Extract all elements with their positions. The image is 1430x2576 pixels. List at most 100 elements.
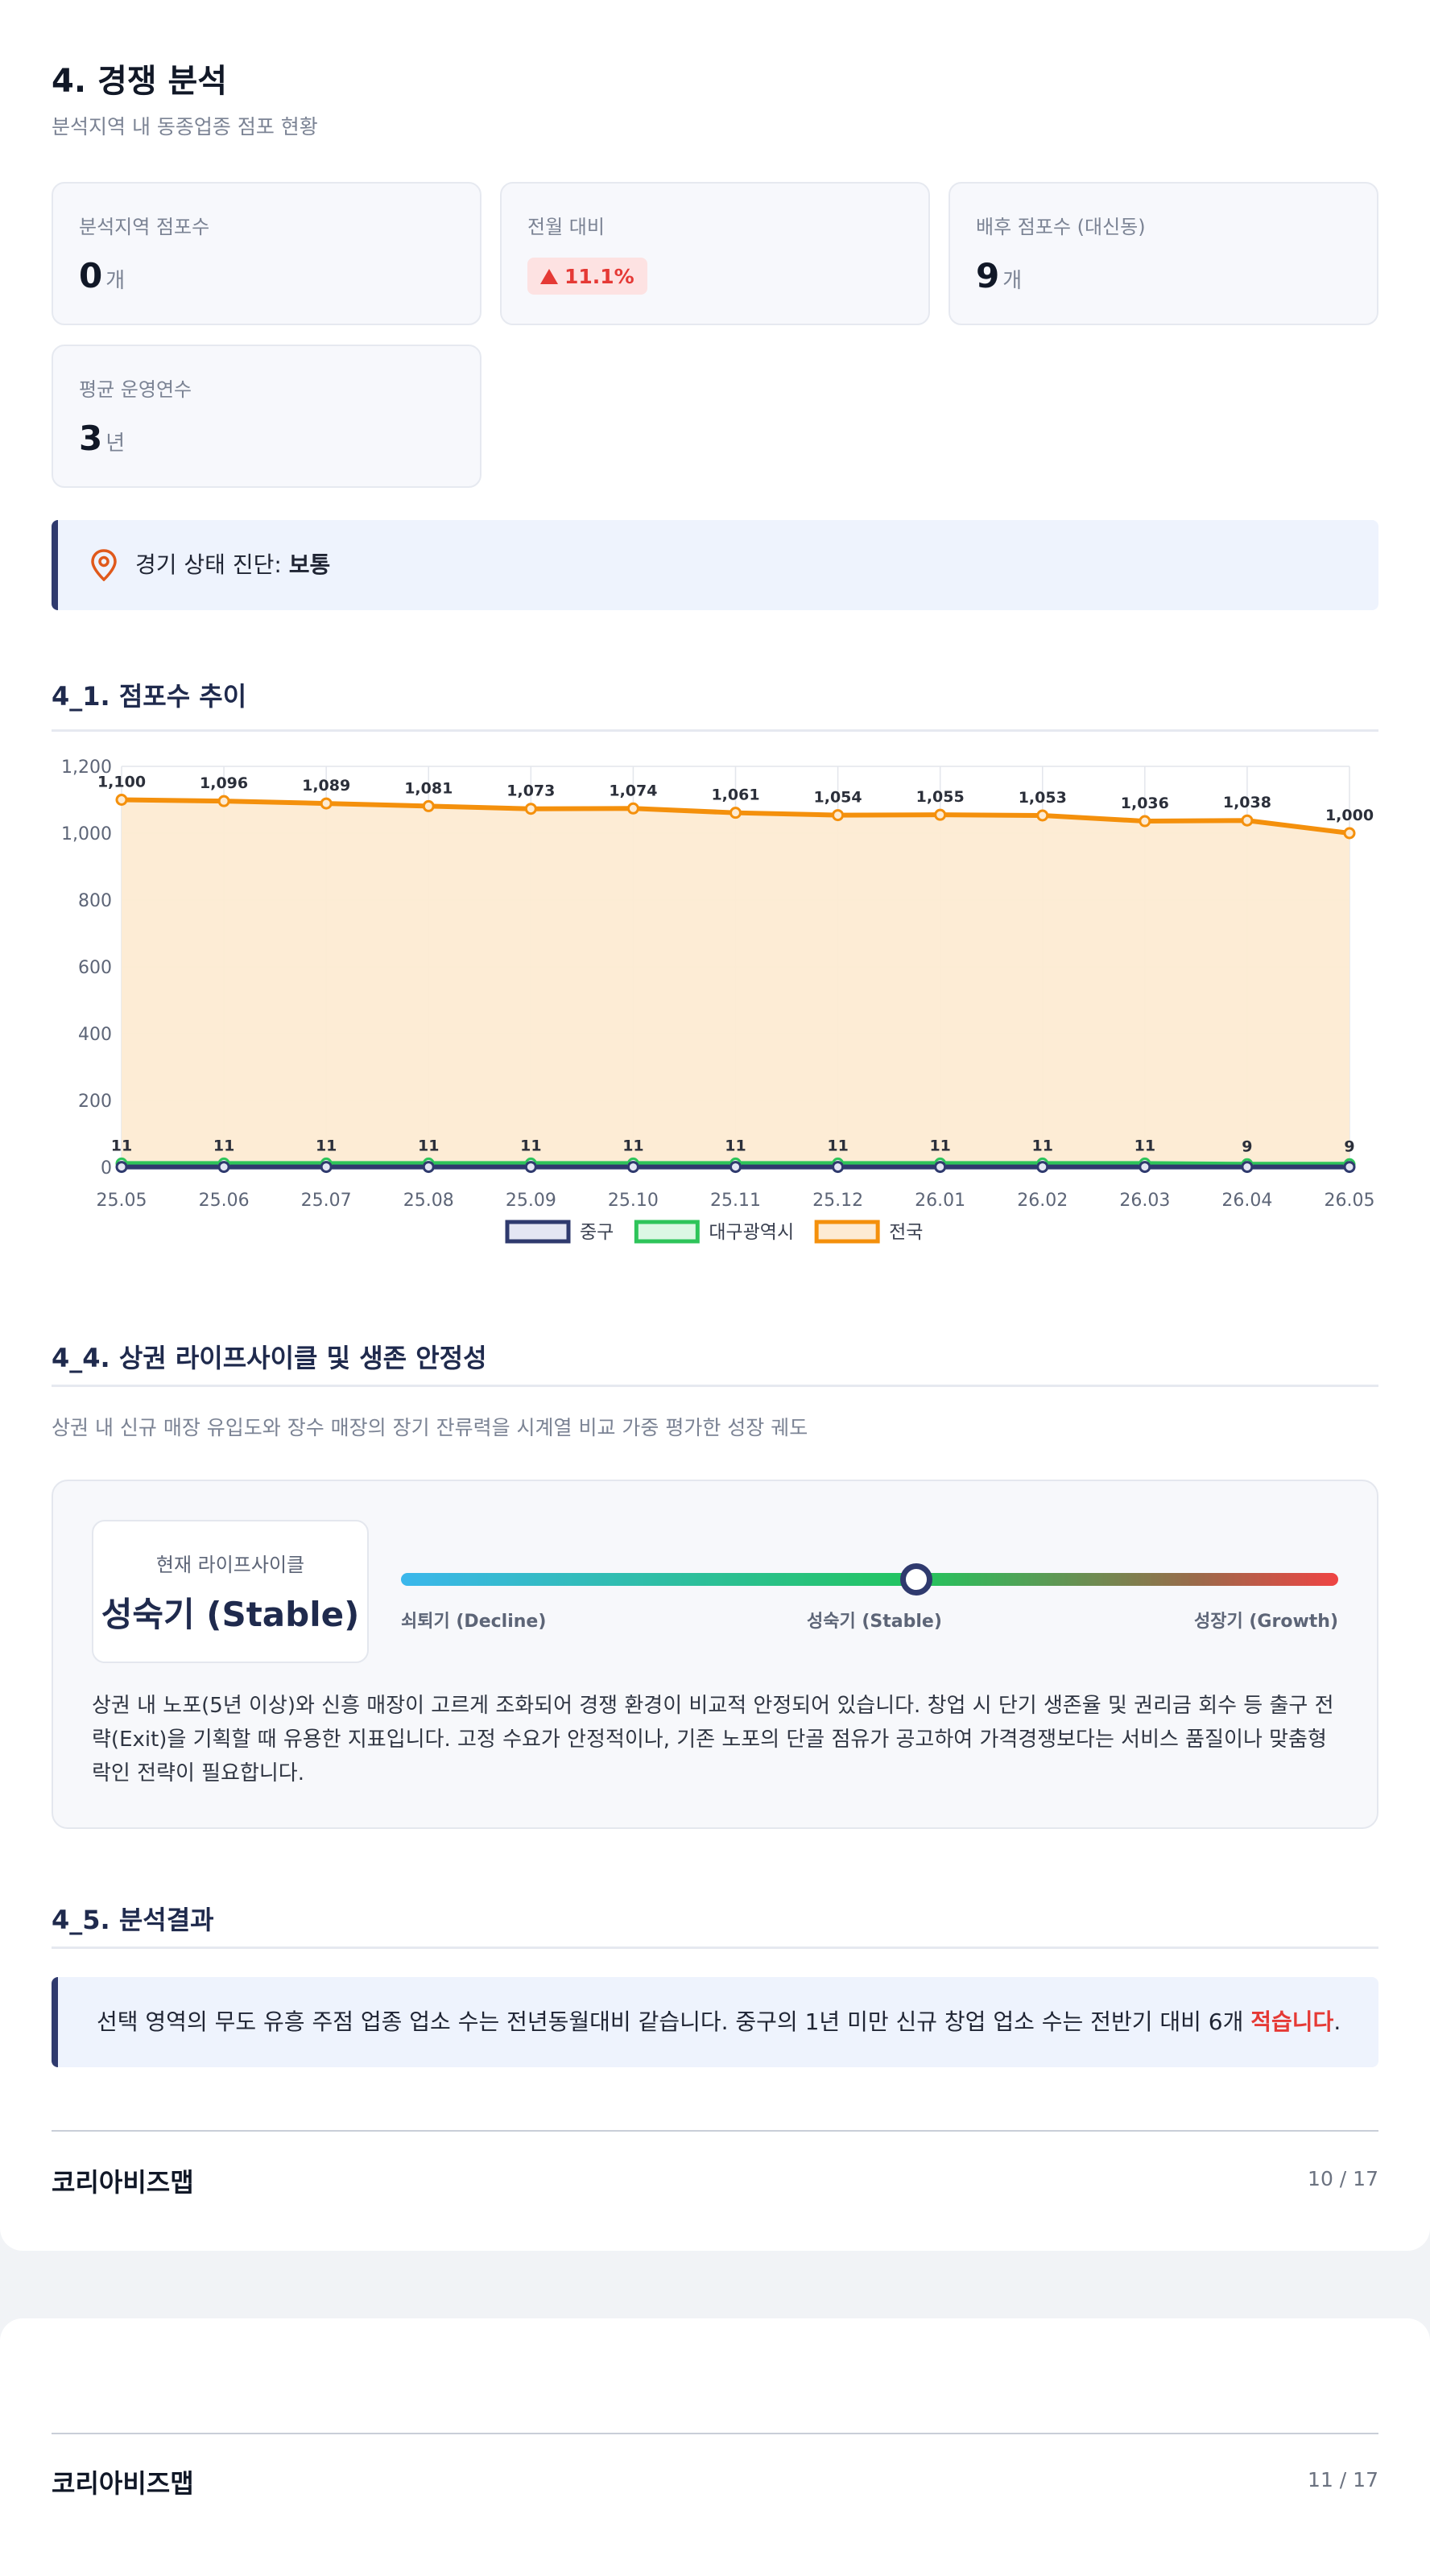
data-label: 11: [827, 1137, 848, 1154]
change-badge: 11.1%: [527, 258, 647, 295]
data-label: 1,038: [1223, 794, 1271, 811]
diagnosis-callout: 경기 상태 진단: 보통: [52, 520, 1378, 610]
result-text-end: .: [1333, 2008, 1341, 2035]
legend-swatch: [636, 1222, 697, 1241]
data-label: 11: [622, 1137, 643, 1154]
data-label: 11: [418, 1137, 439, 1154]
chart-areas: [122, 800, 1349, 1168]
value-number: 3: [79, 419, 102, 458]
result-callout: 선택 영역의 무도 유흥 주점 업종 업소 수는 전년동월대비 같습니다. 중구…: [52, 1977, 1378, 2067]
current-stage-label: 현재 라이프사이클: [93, 1549, 367, 1577]
data-point: [731, 808, 741, 818]
data-point: [936, 1162, 945, 1172]
lifecycle-body: 상권 내 노포(5년 이상)와 신흥 매장이 고르게 조화되어 경쟁 환경이 비…: [92, 1689, 1348, 1790]
data-point: [628, 803, 638, 813]
data-point: [1038, 811, 1048, 820]
legend-label: 전국: [889, 1222, 923, 1243]
data-label: 9: [1242, 1137, 1252, 1155]
data-point: [219, 1162, 229, 1172]
diagnosis-text: 경기 상태 진단: 보통: [135, 547, 330, 580]
footer-divider: [52, 2130, 1378, 2132]
data-point: [117, 795, 126, 805]
data-point: [219, 796, 229, 806]
x-tick-label: 25.09: [506, 1191, 556, 1211]
month-over-month-card: 전월 대비 11.1%: [500, 182, 930, 325]
legend-label: 대구광역시: [709, 1222, 794, 1243]
card-label: 분석지역 점포수: [79, 211, 209, 239]
data-point: [424, 1162, 433, 1172]
y-tick-label: 400: [78, 1025, 112, 1045]
lifecycle-description: 상권 내 신규 매장 유입도와 장수 매장의 장기 잔류력을 시계열 비교 가중…: [52, 1412, 808, 1441]
footer-brand: 코리아비즈맵: [52, 2162, 194, 2199]
x-tick-label: 26.04: [1221, 1191, 1272, 1211]
data-point: [1242, 1162, 1252, 1172]
y-tick-label: 600: [78, 958, 112, 978]
result-text-main: 선택 영역의 무도 유흥 주점 업종 업소 수는 전년동월대비 같습니다. 중구…: [97, 2008, 1250, 2035]
result-divider: [52, 1946, 1378, 1949]
footer-brand: 코리아비즈맵: [52, 2463, 194, 2500]
y-tick-label: 200: [78, 1092, 112, 1112]
data-point: [1140, 1162, 1150, 1172]
trend-divider: [52, 729, 1378, 732]
data-label: 1,000: [1325, 807, 1374, 824]
data-point: [321, 799, 331, 808]
data-label: 1,074: [609, 782, 657, 799]
data-point: [424, 801, 433, 811]
data-point: [731, 1162, 741, 1172]
data-label: 11: [111, 1137, 132, 1154]
data-point: [321, 1162, 331, 1172]
x-tick-label: 26.05: [1325, 1191, 1375, 1211]
data-point: [936, 810, 945, 819]
data-label: 1,081: [404, 779, 453, 797]
scale-label-decline: 쇠퇴기 (Decline): [401, 1607, 546, 1633]
data-point: [1242, 815, 1252, 825]
legend-label: 중구: [580, 1222, 614, 1243]
chart-legend[interactable]: 중구 대구광역시 전국: [507, 1222, 923, 1243]
footer-page-number: 11 / 17: [1308, 2468, 1378, 2491]
data-label: 11: [316, 1137, 337, 1154]
data-point: [526, 804, 535, 814]
data-label: 1,073: [506, 782, 555, 800]
value-number: 9: [976, 256, 999, 295]
data-label: 9: [1344, 1137, 1354, 1155]
y-tick-label: 1,200: [61, 758, 112, 778]
data-label: 1,054: [814, 789, 862, 807]
scale-label-stable: 성숙기 (Stable): [807, 1607, 942, 1633]
result-title: 4_5. 분석결과: [52, 1900, 214, 1937]
diagnosis-value: 보통: [289, 551, 331, 578]
section-subtitle: 분석지역 내 동종업종 점포 현황: [52, 111, 318, 140]
current-stage-value: 성숙기 (Stable): [93, 1587, 367, 1637]
data-label: 11: [520, 1137, 541, 1154]
legend-swatch: [507, 1222, 568, 1241]
data-label: 11: [725, 1137, 746, 1154]
data-label: 1,061: [711, 786, 759, 804]
value-unit: 개: [105, 269, 125, 293]
value-unit: 년: [105, 431, 125, 456]
data-label: 1,053: [1019, 789, 1067, 807]
data-label: 11: [1134, 1137, 1155, 1154]
section-title: 4. 경쟁 분석: [52, 55, 227, 101]
lifecycle-title: 4_4. 상권 라이프사이클 및 생존 안정성: [52, 1338, 487, 1375]
lifecycle-gradient-bar: [401, 1573, 1338, 1586]
result-highlight: 적습니다: [1250, 2008, 1333, 2035]
data-label: 11: [1032, 1137, 1053, 1154]
change-value: 11.1%: [564, 265, 634, 288]
legend-swatch: [816, 1222, 878, 1241]
y-tick-label: 0: [101, 1158, 112, 1179]
data-label: 1,089: [302, 777, 350, 795]
data-label: 1,096: [200, 774, 248, 792]
card-label: 배후 점포수 (대신동): [976, 211, 1146, 239]
x-tick-label: 25.10: [608, 1191, 659, 1211]
data-point: [833, 811, 843, 820]
x-tick-label: 25.12: [812, 1191, 863, 1211]
data-point: [833, 1162, 843, 1172]
x-tick-label: 25.05: [97, 1191, 147, 1211]
map-pin-icon: [90, 549, 118, 581]
diagnosis-label: 경기 상태 진단:: [135, 551, 282, 578]
data-label: 1,055: [916, 788, 965, 806]
